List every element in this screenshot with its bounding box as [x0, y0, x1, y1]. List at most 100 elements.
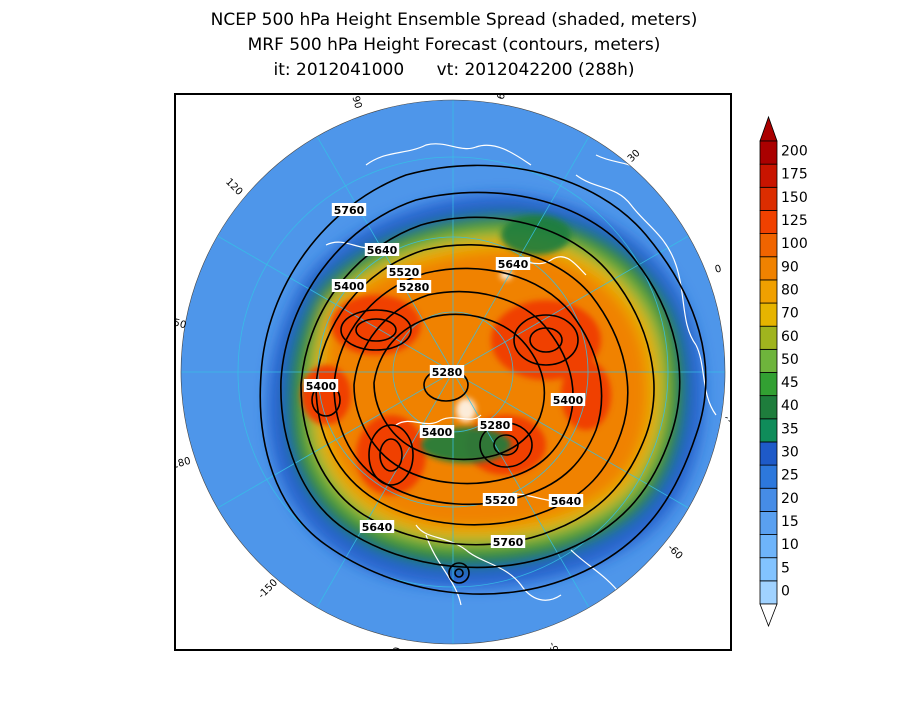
colorbar-swatch — [759, 256, 778, 281]
colorbar-swatch — [759, 279, 778, 304]
colorbar-swatch — [759, 233, 778, 258]
contour-label: 5760 — [490, 535, 526, 549]
colorbar-label: 200 — [781, 144, 808, 160]
colorbar-label: 50 — [781, 352, 799, 368]
colorbar-swatch — [759, 395, 778, 420]
longitude-label: 60 — [496, 95, 510, 101]
colorbar-swatch — [759, 372, 778, 397]
contour-labels: 5760 5640 5520 5280 5400 5640 5400 5280 5400 5400… — [303, 203, 586, 549]
contour-label-bg — [477, 418, 513, 431]
longitude-label: 180 — [176, 456, 192, 472]
longitude-label: -90 — [546, 641, 561, 649]
colorbar-swatch — [759, 163, 778, 188]
colorbar-max-arrow — [759, 115, 778, 142]
colorbar-swatch — [759, 580, 778, 605]
contour-label: 5640 — [364, 243, 400, 257]
colorbar-swatch — [759, 210, 778, 234]
colorbar-swatch — [759, 348, 778, 373]
colorbar-label: 20 — [781, 491, 799, 507]
coastlines — [325, 143, 717, 611]
contour-label-bg — [495, 257, 531, 270]
colorbar-label: 15 — [781, 514, 799, 530]
colorbar-swatch — [759, 140, 778, 165]
contour-label-text: 5400 — [422, 426, 453, 439]
colorbar-label: 45 — [781, 375, 799, 391]
colorbar-swatch — [759, 441, 778, 466]
colorbar-swatch — [759, 464, 778, 489]
meridian-line — [217, 371, 454, 509]
colorbar-swatch — [759, 510, 778, 535]
colorbar-swatch — [759, 418, 778, 443]
contour-label-text: 5640 — [367, 244, 398, 257]
title-line-3: it: 2012041000 vt: 2012042200 (288h) — [273, 60, 635, 80]
contour-label-text: 5400 — [553, 394, 584, 407]
colorbar-label: 150 — [781, 190, 808, 206]
contour-label-text: 5400 — [334, 280, 365, 293]
contour-label-text: 5280 — [432, 366, 463, 379]
contour-label: 5280 — [429, 365, 465, 379]
colorbar-label: 10 — [781, 537, 799, 553]
contour-label-bg — [303, 379, 339, 392]
colorbar-swatch — [759, 557, 778, 582]
map-frame: 5760 5640 5520 5280 5400 5640 5400 5280 5400 5400… — [174, 93, 732, 651]
colorbar-swatch — [759, 186, 778, 211]
colorbar-swatch — [759, 534, 778, 559]
contour-label-bg — [548, 494, 584, 507]
contour-label-bg — [364, 243, 400, 256]
contour-label-bg — [429, 365, 465, 378]
colorbar-swatch — [759, 302, 778, 327]
contour-label: 5520 — [482, 493, 518, 507]
longitude-label: -30 — [723, 412, 730, 427]
height-contours — [259, 164, 707, 595]
contour-label-bg — [482, 493, 518, 506]
contour-label-text: 5520 — [485, 494, 516, 507]
contour-label: 5280 — [396, 280, 432, 294]
contour-label-bg — [331, 279, 367, 292]
meridian-line — [217, 235, 454, 373]
longitude-label: 0 — [714, 263, 723, 275]
contour-label: 5400 — [550, 393, 586, 407]
contour-label-bg — [419, 425, 455, 438]
colorbar-label: 30 — [781, 445, 799, 461]
title-line-1: NCEP 500 hPa Height Ensemble Spread (sha… — [210, 10, 698, 30]
colorbar-label: 35 — [781, 421, 799, 437]
contour-label-bg — [386, 265, 422, 278]
contour-label-bg — [490, 535, 526, 548]
contour-label: 5400 — [303, 379, 339, 393]
colorbar-label: 40 — [781, 398, 799, 414]
title-line-2: MRF 500 hPa Height Forecast (contours, m… — [247, 35, 661, 55]
colorbar-label: 70 — [781, 306, 799, 322]
contour-label-text: 5640 — [498, 258, 529, 271]
colorbar-label: 90 — [781, 259, 799, 275]
contour-label-text: 5640 — [362, 521, 393, 534]
meridian-line — [452, 235, 689, 373]
contour-label: 5640 — [495, 257, 531, 271]
meridian-line — [452, 371, 590, 608]
contour-label: 5400 — [331, 279, 367, 293]
colorbar-label: 25 — [781, 468, 799, 484]
longitude-label: 90 — [349, 95, 363, 110]
contour-label-bg — [331, 203, 367, 216]
polar-map: 5760 5640 5520 5280 5400 5640 5400 5280 5400 5400… — [176, 95, 730, 649]
longitude-label: 150 — [176, 316, 187, 332]
contour-label-text: 5760 — [493, 536, 524, 549]
colorbar-label: 60 — [781, 329, 799, 345]
colorbar-label: 125 — [781, 213, 808, 229]
contour-label-bg — [396, 280, 432, 293]
meridian-line — [316, 371, 454, 608]
colorbar-swatch — [759, 325, 778, 350]
contour-label: 5760 — [331, 203, 367, 217]
contour-label-text: 5760 — [334, 204, 365, 217]
colorbar-label: 175 — [781, 167, 808, 183]
meridian-line — [452, 136, 590, 373]
colorbar-label: 100 — [781, 236, 808, 252]
contour-label: 5640 — [548, 494, 584, 508]
contour-label-bg — [550, 393, 586, 406]
contour-label-text: 5520 — [389, 266, 420, 279]
longitude-label: -120 — [387, 646, 404, 649]
meridian-line — [452, 371, 689, 509]
contour-label-text: 5640 — [551, 495, 582, 508]
colorbar-label: 5 — [781, 560, 790, 576]
colorbar-swatch — [759, 487, 778, 512]
